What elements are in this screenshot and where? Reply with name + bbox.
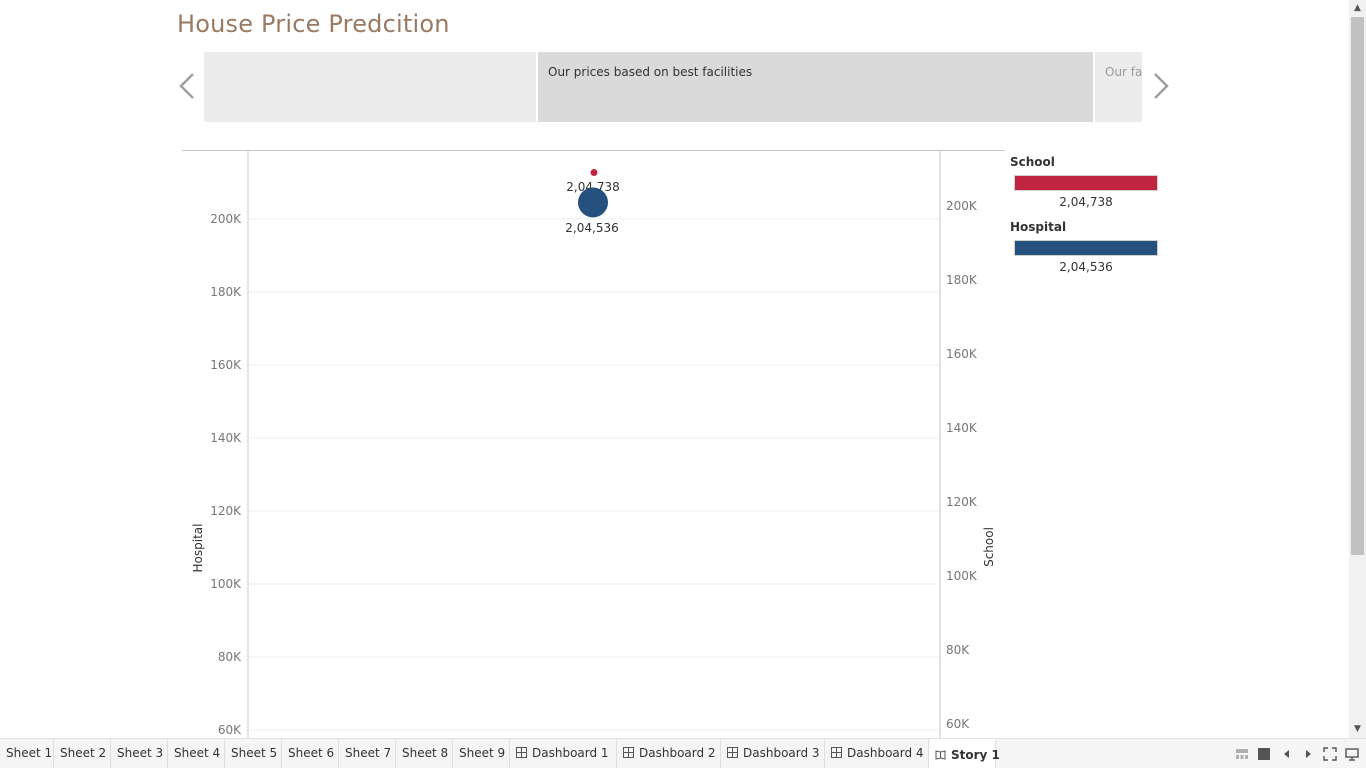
tab-sheet-1[interactable]: Sheet 1: [0, 739, 54, 768]
legend-bar-school[interactable]: [1014, 175, 1158, 191]
tab-label: Sheet 9: [459, 746, 506, 760]
tab-sheet-5[interactable]: Sheet 5: [225, 739, 282, 768]
right-axis-tick-label: 60K: [946, 717, 970, 731]
right-axis-tick-label: 80K: [946, 643, 970, 657]
presentation-mode-icon[interactable]: [1345, 747, 1359, 761]
right-axis-title: School: [982, 527, 996, 567]
tab-label: Dashboard 1: [532, 746, 609, 760]
tab-dashboard-1[interactable]: Dashboard 1: [510, 739, 617, 768]
tab-sheet-8[interactable]: Sheet 8: [396, 739, 453, 768]
left-axis-title: Hospital: [191, 524, 205, 573]
legend-hospital: Hospital 2,04,536: [1010, 220, 1170, 285]
school-mark[interactable]: [590, 168, 598, 176]
left-axis-tick-label: 200K: [210, 212, 242, 226]
right-axis-tick-label: 140K: [946, 421, 978, 435]
right-axis-tick-label: 120K: [946, 495, 978, 509]
legend: School 2,04,738 Hospital 2,04,536: [1010, 155, 1170, 285]
show-sheet-icon[interactable]: [1257, 747, 1271, 761]
left-axis-tick-label: 100K: [210, 577, 242, 591]
left-axis-tick-label: 140K: [210, 431, 242, 445]
tab-label: Story 1: [951, 748, 1000, 762]
scroll-down-icon[interactable]: ▼: [1354, 724, 1361, 734]
tab-dashboard-3[interactable]: Dashboard 3: [721, 739, 825, 768]
story-next-button[interactable]: [1148, 68, 1174, 104]
legend-title-school: School: [1010, 155, 1055, 169]
left-axis-tick-label: 60K: [218, 723, 242, 737]
tab-label: Dashboard 3: [743, 746, 820, 760]
legend-value-hospital: 2,04,536: [1059, 260, 1113, 274]
legend-bar-hospital[interactable]: [1014, 240, 1158, 256]
tab-label: Dashboard 4: [847, 746, 924, 760]
right-axis-tick-label: 200K: [946, 199, 978, 213]
tab-sheet-4[interactable]: Sheet 4: [168, 739, 225, 768]
story-title: House Price Predcition: [177, 10, 450, 38]
vertical-scrollbar[interactable]: ▲ ▼: [1349, 0, 1366, 738]
left-axis-tick-label: 120K: [210, 504, 242, 518]
tab-label: Sheet 8: [402, 746, 449, 760]
right-axis-tick-label: 100K: [946, 569, 978, 583]
dashboard-grid-icon: [623, 740, 634, 758]
tab-dashboard-4[interactable]: Dashboard 4: [825, 739, 929, 768]
tab-label: Sheet 7: [345, 746, 392, 760]
sheet-tab-bar: Sheet 1 Sheet 2 Sheet 3 Sheet 4 Sheet 5 Sheet…: [0, 738, 1366, 768]
tab-sheet-6[interactable]: Sheet 6: [282, 739, 339, 768]
left-axis-tick-label: 160K: [210, 358, 242, 372]
right-axis-tick-label: 160K: [946, 347, 978, 361]
scroll-thumb[interactable]: [1351, 17, 1364, 555]
hospital-data-label: 2,04,536: [565, 221, 618, 235]
story-point-2[interactable]: Our prices based on best facilities: [538, 52, 1093, 122]
tab-label: Sheet 2: [60, 746, 107, 760]
tab-scroll-left-icon[interactable]: [1280, 747, 1294, 761]
right-axis-tick-label: 180K: [946, 273, 978, 287]
chart-canvas: 200K 180K 160K 140K 120K 100K 80K 60K 200K 180K 16…: [182, 150, 1005, 740]
tab-label: Dashboard 2: [639, 746, 716, 760]
tab-sheet-7[interactable]: Sheet 7: [339, 739, 396, 768]
left-axis-tick-label: 80K: [218, 650, 242, 664]
legend-value-school: 2,04,738: [1059, 195, 1113, 209]
tab-label: Sheet 5: [231, 746, 278, 760]
hospital-mark[interactable]: [578, 187, 608, 218]
dashboard-grid-icon: [727, 740, 738, 758]
tab-sheet-9[interactable]: Sheet 9: [453, 739, 510, 768]
tab-label: Sheet 6: [288, 746, 335, 760]
legend-title-hospital: Hospital: [1010, 220, 1067, 234]
tab-sheet-2[interactable]: Sheet 2: [54, 739, 111, 768]
tab-sheet-3[interactable]: Sheet 3: [111, 739, 168, 768]
dual-axis-chart: 200K 180K 160K 140K 120K 100K 80K 60K 200K 180K 16…: [180, 150, 1010, 740]
tab-label: Sheet 3: [117, 746, 164, 760]
story-point-1[interactable]: [204, 52, 536, 122]
tab-scroll-right-icon[interactable]: [1301, 747, 1315, 761]
story-navigator: Our prices based on best facilities Our …: [204, 52, 1142, 122]
story-book-icon: [935, 742, 946, 760]
chevron-right-icon: [1154, 73, 1169, 99]
left-axis-tick-label: 180K: [210, 285, 242, 299]
tab-label: Sheet 1: [6, 746, 53, 760]
school-data-label: 2,04,738: [566, 180, 619, 194]
tab-dashboard-2[interactable]: Dashboard 2: [617, 739, 721, 768]
fullscreen-icon[interactable]: [1323, 747, 1337, 761]
dashboard-grid-icon: [831, 740, 842, 758]
story-prev-button[interactable]: [174, 68, 200, 104]
scroll-up-icon[interactable]: ▲: [1354, 3, 1361, 13]
legend-school: School 2,04,738: [1010, 155, 1170, 220]
dashboard-grid-icon: [516, 740, 527, 758]
chevron-left-icon: [179, 73, 194, 99]
tab-story-1[interactable]: Story 1: [929, 739, 1000, 768]
tab-label: Sheet 4: [174, 746, 221, 760]
story-point-3[interactable]: Our facilities: [1095, 52, 1142, 122]
show-filmstrip-icon[interactable]: [1235, 747, 1249, 761]
